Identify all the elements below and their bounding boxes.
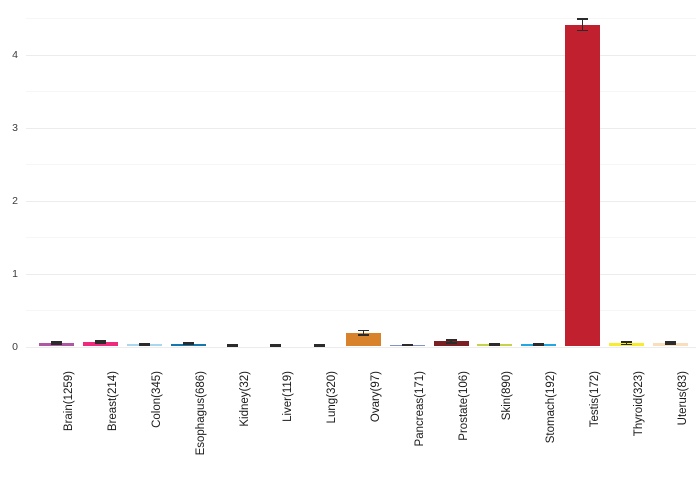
bar-brain	[39, 342, 75, 347]
x-tick-label-pancreas: Pancreas(171)	[413, 371, 426, 447]
y-tick-label-0: 0	[12, 340, 18, 353]
bar-prostate	[433, 341, 469, 347]
error-bar-cap-bottom	[182, 343, 194, 346]
gridline-y-1	[26, 273, 696, 275]
gridline-y-3.5	[26, 91, 696, 92]
gridline-y-0.5	[26, 310, 696, 311]
error-bar-cap-top	[445, 339, 457, 341]
gridline-y-1.5	[26, 237, 696, 238]
error-bar-line	[56, 341, 58, 344]
error-bar-cap-top	[182, 342, 194, 344]
error-bar-line	[99, 341, 102, 344]
gridline-y-4.5	[26, 18, 696, 19]
error-bar-cap-bottom	[401, 344, 413, 347]
error-bar-cap-bottom	[664, 343, 676, 345]
error-bar-cap-top	[401, 343, 413, 346]
y-tick-label-4: 4	[12, 48, 18, 61]
bar-ovary	[346, 332, 381, 347]
x-tick-label-esophagus: Esophagus(686)	[194, 371, 207, 456]
x-tick-label-brain: Brain(1259)	[63, 371, 76, 432]
bar-breast	[83, 342, 119, 347]
x-tick-label-stomach: Stomach(192)	[545, 371, 558, 444]
y-tick-label-2: 2	[12, 194, 18, 207]
error-bar-line	[450, 339, 452, 343]
error-bar-cap-bottom	[358, 334, 369, 336]
y-tick-label-1: 1	[12, 267, 18, 280]
x-tick-label-testis: Testis(172)	[589, 371, 601, 428]
gridline-y-2.5	[26, 164, 696, 165]
error-bar-line	[669, 341, 671, 344]
error-bar-cap-top	[270, 343, 282, 346]
x-tick-label-lung: Lung(320)	[326, 371, 339, 424]
error-bar-cap-bottom	[51, 342, 63, 345]
error-bar-line	[625, 342, 628, 345]
error-bar-cap-top	[358, 329, 369, 332]
error-bar-line	[581, 18, 584, 31]
error-bar-cap-top	[95, 340, 107, 342]
x-tick-label-colon: Colon(345)	[151, 371, 163, 428]
error-bar-cap-bottom	[95, 342, 107, 344]
error-bar-cap-top	[226, 343, 238, 346]
x-tick-label-breast: Breast(214)	[107, 371, 120, 432]
error-bar-cap-top	[533, 342, 545, 345]
x-tick-label-uterus: Uterus(83)	[676, 371, 689, 426]
error-bar-cap-top	[664, 340, 676, 343]
gridline-y-4	[26, 54, 696, 56]
gridline-y-0	[26, 346, 696, 348]
error-bar-cap-bottom	[577, 29, 588, 32]
error-bar-cap-bottom	[445, 342, 457, 344]
y-tick-label-3: 3	[12, 121, 18, 134]
error-bar-cap-top	[577, 17, 588, 20]
gridline-y-3	[26, 127, 696, 129]
gridline-y-2	[26, 200, 696, 202]
x-tick-label-thyroid: Thyroid(323)	[632, 371, 645, 437]
error-bar-cap-bottom	[533, 344, 545, 346]
x-tick-label-kidney: Kidney(32)	[238, 371, 251, 427]
error-bar-cap-bottom	[226, 344, 238, 347]
x-tick-label-skin: Skin(890)	[501, 371, 514, 421]
error-bar-cap-bottom	[270, 344, 282, 347]
x-tick-label-ovary: Ovary(97)	[370, 371, 382, 423]
error-bar-cap-top	[489, 342, 501, 345]
error-bar-cap-bottom	[489, 344, 501, 346]
x-tick-label-liver: Liver(119)	[282, 371, 295, 422]
error-bar-cap-top	[139, 342, 150, 345]
error-bar-line	[362, 330, 365, 335]
error-bar-cap-bottom	[314, 344, 326, 347]
error-bar-cap-bottom	[620, 343, 632, 346]
x-tick-label-prostate: Prostate(106)	[457, 371, 470, 441]
error-bar-cap-top	[51, 341, 63, 343]
error-bar-cap-top	[314, 343, 326, 346]
error-bar-cap-bottom	[139, 344, 150, 346]
bar-testis	[565, 24, 600, 347]
error-bar-cap-top	[620, 341, 632, 343]
